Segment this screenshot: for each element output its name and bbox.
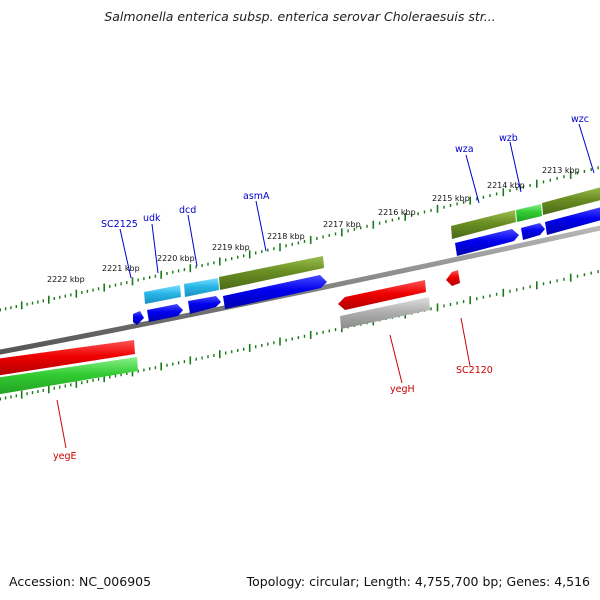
page-title: Salmonella enterica subsp. enterica sero… <box>104 9 496 24</box>
gene-feature[interactable] <box>219 256 324 290</box>
gene-label-yege[interactable]: yegE <box>53 451 77 462</box>
gene-label-dcd[interactable]: dcd <box>179 205 196 216</box>
gene-feature[interactable] <box>545 206 600 235</box>
gene-feature[interactable] <box>455 229 519 256</box>
forward-strand-genes <box>133 206 600 325</box>
gene-feature[interactable] <box>0 340 135 376</box>
gene-feature[interactable] <box>188 296 221 314</box>
gene-label-udk[interactable]: udk <box>143 213 161 224</box>
gene-feature[interactable] <box>446 270 460 286</box>
gene-label-sc2120[interactable]: SC2120 <box>456 365 493 376</box>
gene-label-wza[interactable]: wza <box>455 144 474 155</box>
gene-feature[interactable] <box>223 275 327 309</box>
gene-label-wzb[interactable]: wzb <box>499 133 518 144</box>
scale-label: 2214 kbp <box>487 181 525 190</box>
topology-text: Topology: circular; Length: 4,755,700 bp… <box>246 574 590 589</box>
scale-label: 2217 kbp <box>323 220 361 229</box>
upper-scale-ruler <box>0 166 599 312</box>
scale-label: 2220 kbp <box>157 254 195 263</box>
gene-feature[interactable] <box>133 311 144 325</box>
gene-label-wzc[interactable]: wzc <box>571 114 589 125</box>
label-leaders <box>56 123 595 449</box>
gene-feature[interactable] <box>542 186 600 215</box>
scale-label: 2218 kbp <box>267 232 305 241</box>
gene-feature[interactable] <box>451 210 516 239</box>
scale-label: 2221 kbp <box>102 264 140 273</box>
gene-label-sc2125[interactable]: SC2125 <box>101 219 138 230</box>
lower-scale-ruler <box>0 270 599 401</box>
reverse-strand-genes <box>0 270 460 395</box>
scale-label: 2216 kbp <box>378 208 416 217</box>
accession-text: Accession: NC_006905 <box>9 574 152 589</box>
gene-feature[interactable] <box>0 357 138 395</box>
scale-label: 2215 kbp <box>432 194 470 203</box>
gene-feature[interactable] <box>340 297 430 329</box>
gene-label-yegh[interactable]: yegH <box>390 384 415 395</box>
gene-feature[interactable] <box>144 285 181 304</box>
scale-label: 2222 kbp <box>47 275 85 284</box>
gene-feature[interactable] <box>521 223 545 240</box>
forward-upper-genes <box>144 186 600 304</box>
gene-feature[interactable] <box>338 280 426 310</box>
scale-label: 2213 kbp <box>542 166 580 175</box>
scale-label: 2219 kbp <box>212 243 250 252</box>
gene-feature[interactable] <box>516 204 542 222</box>
gene-label-asma[interactable]: asmA <box>243 191 270 202</box>
gene-feature[interactable] <box>147 304 183 322</box>
gene-feature[interactable] <box>184 278 219 297</box>
